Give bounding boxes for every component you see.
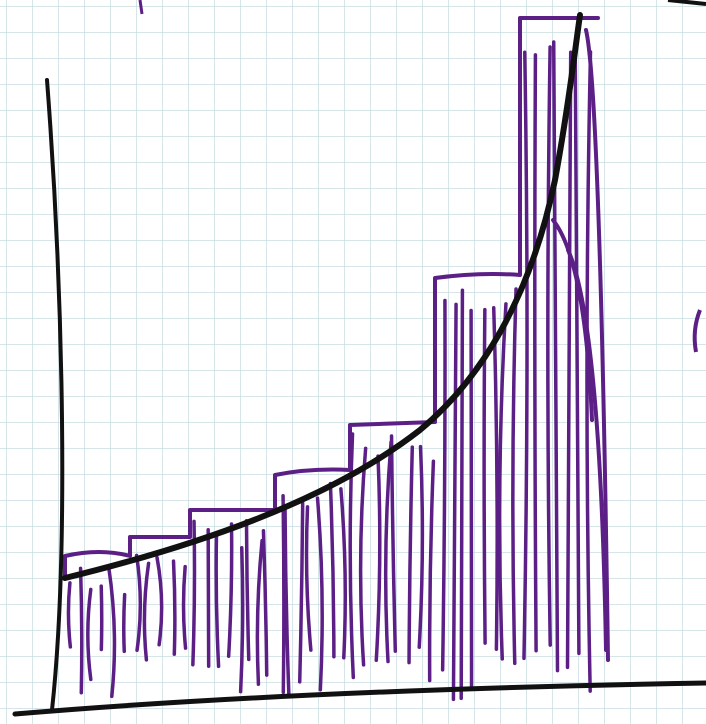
page: (() => { const svg = document.getElement… xyxy=(0,0,706,724)
hatch-stroke xyxy=(241,548,243,692)
hatch-stroke xyxy=(101,586,102,649)
hatch-stroke xyxy=(124,595,125,652)
hatch-stroke xyxy=(68,583,70,647)
stroke xyxy=(140,0,142,14)
sketch xyxy=(0,0,706,724)
hatch-stroke xyxy=(535,55,536,651)
hatch-stroke xyxy=(184,567,186,649)
grid-paper xyxy=(0,0,706,724)
hatch-stroke xyxy=(81,568,82,692)
hatch-stroke xyxy=(174,561,175,654)
hatch-stroke xyxy=(461,290,462,698)
